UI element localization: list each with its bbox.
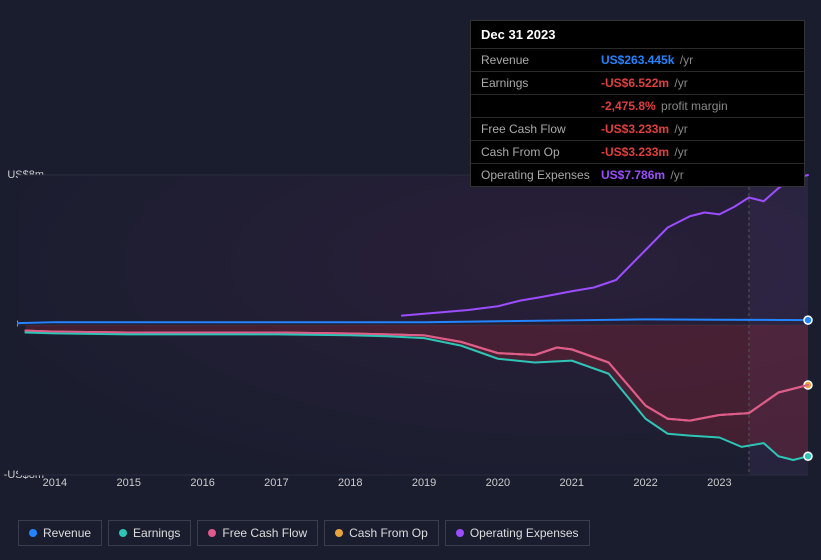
legend-label: Cash From Op [349,526,428,540]
x-axis: 2014 2015 2016 2017 2018 2019 2020 2021 2022 2023 [18,477,808,497]
tooltip-row: RevenueUS$263.445k /yr [471,48,804,71]
tooltip-row-value: -US$3.233m /yr [601,122,794,136]
x-axis-label: 2019 [412,477,436,489]
tooltip-row-label [481,99,601,113]
x-axis-label: 2014 [43,477,67,489]
legend-dot-icon [335,529,343,537]
tooltip-row-value: US$263.445k /yr [601,53,794,67]
tooltip-row-value: -US$6.522m /yr [601,76,794,90]
tooltip-row: Cash From Op-US$3.233m /yr [471,140,804,163]
financial-chart: US$8mUS$0-US$8m 201420152016201720182019… [0,155,821,500]
legend-item-operating-expenses[interactable]: Operating Expenses [445,520,590,546]
legend-item-free-cash-flow[interactable]: Free Cash Flow [197,520,318,546]
x-axis-label: 2022 [633,477,657,489]
tooltip-row-label: Free Cash Flow [481,122,601,136]
x-axis-label: 2021 [559,477,583,489]
x-axis-label: 2017 [264,477,288,489]
tooltip-row-value: -US$3.233m /yr [601,145,794,159]
tooltip-row: -2,475.8% profit margin [471,94,804,117]
chart-legend: Revenue Earnings Free Cash Flow Cash From O… [18,520,590,546]
legend-dot-icon [208,529,216,537]
x-axis-label: 2018 [338,477,362,489]
tooltip-row-value: -2,475.8% profit margin [601,99,794,113]
series-marker-earnings [804,452,812,460]
legend-label: Free Cash Flow [222,526,307,540]
legend-dot-icon [119,529,127,537]
tooltip-row-value: US$7.786m /yr [601,168,794,182]
legend-item-revenue[interactable]: Revenue [18,520,102,546]
x-axis-label: 2023 [707,477,731,489]
tooltip-row-label: Operating Expenses [481,168,601,182]
plot-area [18,175,808,475]
tooltip-row: Free Cash Flow-US$3.233m /yr [471,117,804,140]
legend-label: Operating Expenses [470,526,579,540]
tooltip-row-label: Cash From Op [481,145,601,159]
legend-dot-icon [456,529,464,537]
x-axis-label: 2015 [116,477,140,489]
x-axis-label: 2020 [486,477,510,489]
series-marker-revenue [804,316,812,324]
tooltip-date: Dec 31 2023 [471,21,804,48]
legend-label: Revenue [43,526,91,540]
tooltip-row: Operating ExpensesUS$7.786m /yr [471,163,804,186]
tooltip-row-label: Earnings [481,76,601,90]
legend-dot-icon [29,529,37,537]
chart-tooltip: Dec 31 2023 RevenueUS$263.445k /yrEarnin… [470,20,805,187]
legend-item-earnings[interactable]: Earnings [108,520,191,546]
legend-item-cash-from-op[interactable]: Cash From Op [324,520,439,546]
legend-label: Earnings [133,526,180,540]
tooltip-row-label: Revenue [481,53,601,67]
x-axis-label: 2016 [190,477,214,489]
tooltip-row: Earnings-US$6.522m /yr [471,71,804,94]
